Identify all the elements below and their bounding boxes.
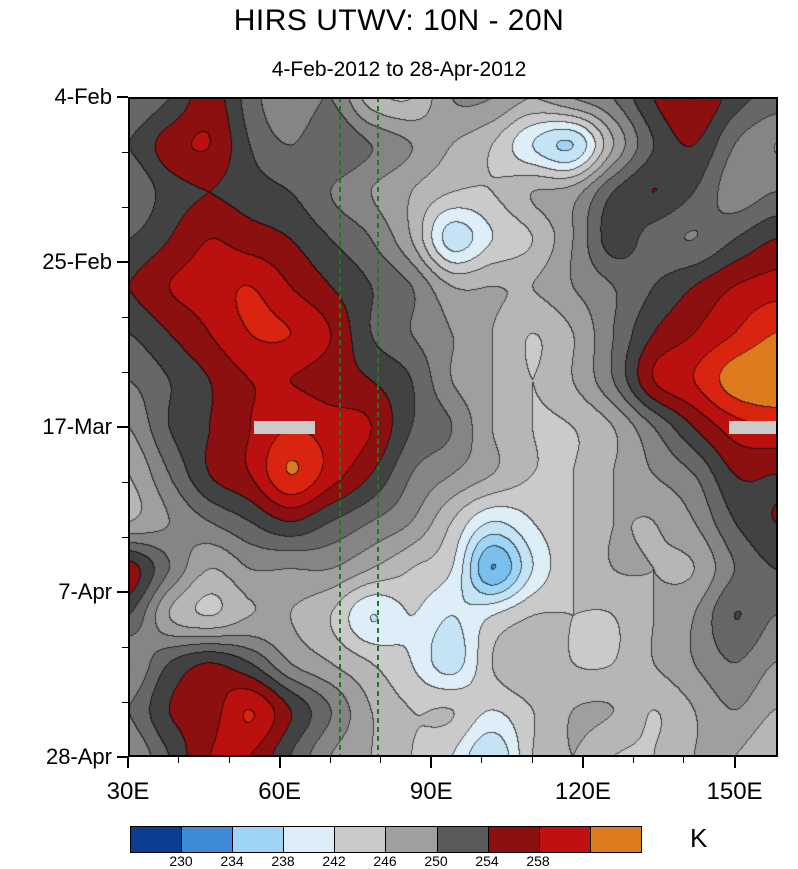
axis-tick	[430, 757, 433, 768]
chart-subtitle: 4-Feb-2012 to 28-Apr-2012	[271, 58, 527, 81]
axis-tick	[632, 757, 634, 763]
axis-tick	[122, 206, 128, 208]
axis-tick	[122, 701, 128, 703]
axis-tick	[228, 757, 230, 763]
axis-tick	[531, 757, 533, 763]
dashed-reference-line	[339, 97, 342, 757]
axis-tick	[117, 96, 128, 98]
y-tick-label: 7-Apr	[58, 579, 112, 604]
colorbar-label: 258	[526, 853, 550, 869]
colorbar-segment	[232, 827, 284, 852]
y-tick-label: 28-Apr	[45, 744, 112, 769]
unit-label: K	[690, 823, 708, 853]
colorbar-segment	[538, 827, 590, 852]
axis-tick	[178, 757, 180, 763]
chart-title: HIRS UTWV: 10N - 20N	[233, 4, 565, 37]
colorbar-segment	[131, 827, 182, 852]
axis-tick	[117, 426, 128, 428]
axis-tick	[683, 757, 685, 763]
axis-tick	[127, 757, 129, 768]
axis-tick	[117, 261, 128, 263]
colorbar-label: 242	[322, 853, 346, 869]
y-tick-label: 25-Feb	[42, 249, 112, 274]
colorbar-segment	[385, 827, 437, 852]
x-tick-label: 60E	[258, 778, 301, 805]
colorbar-segment	[283, 827, 335, 852]
colorbar-label: 238	[271, 853, 295, 869]
axis-tick	[122, 316, 128, 318]
x-tick-label: 90E	[409, 778, 453, 805]
axis-tick	[380, 757, 382, 763]
missing-data-bar	[729, 421, 778, 434]
colorbar-label: 254	[475, 853, 499, 869]
axis-tick	[117, 756, 128, 758]
y-tick-label: 4-Feb	[54, 84, 112, 109]
colorbar-label: 230	[169, 853, 193, 869]
x-tick-label: 150E	[706, 778, 763, 805]
axis-tick	[278, 757, 281, 768]
axis-tick	[122, 481, 128, 483]
missing-data-bar	[254, 421, 315, 434]
colorbar-segment	[589, 827, 641, 852]
axis-tick	[122, 536, 128, 538]
axis-tick	[122, 151, 128, 153]
x-tick-label: 120E	[554, 778, 611, 805]
colorbar-label: 246	[373, 853, 397, 869]
colorbar	[130, 826, 642, 853]
axis-tick	[117, 591, 128, 593]
plot-area	[128, 97, 778, 757]
colorbar-segment	[334, 827, 386, 852]
axis-tick	[733, 757, 736, 768]
axis-tick	[581, 757, 584, 768]
colorbar-segment	[436, 827, 488, 852]
heatmap-canvas	[128, 97, 778, 757]
colorbar-label: 234	[220, 853, 244, 869]
y-tick-label: 17-Mar	[42, 414, 112, 439]
axis-tick	[122, 646, 128, 648]
axis-tick	[481, 757, 483, 763]
colorbar-label: 250	[424, 853, 448, 869]
axis-tick	[122, 371, 128, 373]
x-tick-label: 30E	[106, 778, 150, 805]
colorbar-segment	[487, 827, 539, 852]
axis-tick	[329, 757, 331, 763]
dashed-reference-line	[377, 97, 380, 757]
colorbar-segment	[181, 827, 233, 852]
